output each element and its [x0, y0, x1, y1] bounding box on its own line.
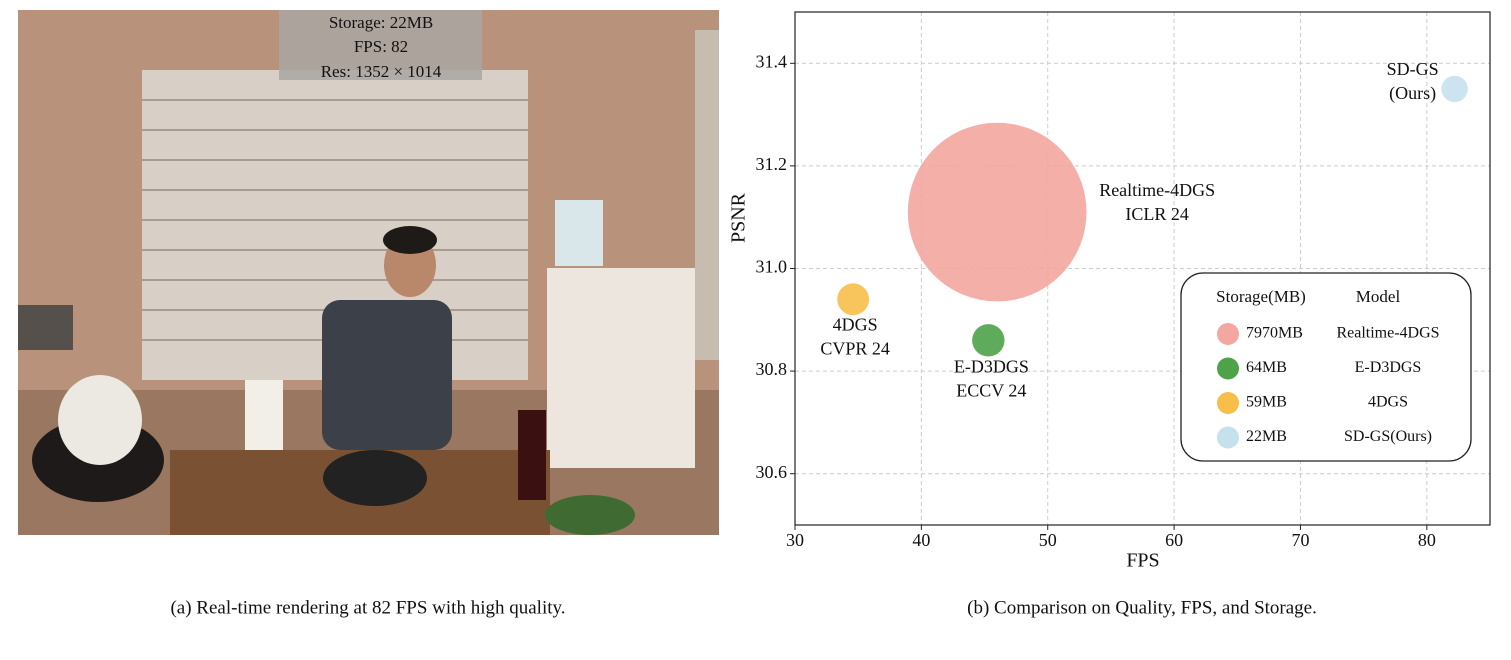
photo-right-blind	[695, 30, 719, 360]
legend-box	[1180, 272, 1472, 462]
legend-entry: SD-GS(Ours)	[1344, 428, 1432, 445]
legend-size: 22MB	[1246, 428, 1287, 445]
overlay-box	[279, 10, 482, 80]
x-axis-label: FPS	[1126, 550, 1159, 572]
photo-paper-towel	[245, 380, 283, 450]
y-tick-label: 31.2	[756, 154, 788, 174]
x-tick-label: 50	[1039, 530, 1057, 550]
annotation: (Ours)	[1389, 83, 1436, 104]
x-tick-label: 60	[1165, 530, 1183, 550]
caption: (a) Real-time rendering at 82 FPS with h…	[170, 597, 565, 618]
bubble	[1441, 75, 1468, 103]
photo-pan	[323, 450, 427, 506]
legend-entry: E-D3DGS	[1355, 359, 1422, 376]
caption: (b) Comparison on Quality, FPS, and Stor…	[967, 597, 1317, 618]
x-tick-label: 30	[786, 530, 804, 550]
annotation: E-D3DGS	[954, 356, 1029, 376]
photo: Storage: 22MB FPS: 82 Res: 1352 × 1014	[18, 10, 719, 535]
annotation: ICLR 24	[1125, 204, 1189, 224]
annotation: Realtime-4DGS	[1099, 180, 1215, 200]
legend-marker	[1217, 323, 1239, 345]
bubble	[972, 324, 1005, 357]
x-tick-label: 40	[912, 530, 930, 550]
legend-entry: Realtime-4DGS	[1336, 325, 1439, 342]
overlay-text: Storage: 22MB	[329, 13, 433, 32]
photo-greens	[545, 495, 635, 535]
legend-header: Storage(MB)	[1216, 287, 1306, 306]
photo-toaster	[18, 305, 73, 350]
photo-bottle	[518, 410, 546, 500]
legend-size: 64MB	[1246, 359, 1287, 376]
y-tick-label: 31.4	[756, 51, 788, 71]
annotation: 4DGS	[833, 314, 878, 334]
legend-marker	[1217, 426, 1239, 449]
bubble	[837, 283, 870, 316]
y-tick-label: 31.0	[756, 257, 788, 277]
legend-size: 59MB	[1246, 394, 1287, 411]
legend-marker	[1217, 392, 1239, 414]
x-tick-label: 80	[1418, 530, 1436, 550]
annotation: CVPR 24	[820, 338, 890, 358]
legend-marker	[1217, 357, 1239, 380]
legend-header: Model	[1356, 287, 1401, 306]
legend-entry: 4DGS	[1368, 394, 1408, 411]
legend-size: 7970MB	[1246, 325, 1303, 342]
overlay-text: FPS: 82	[354, 37, 408, 56]
x-tick-label: 70	[1291, 530, 1309, 550]
y-axis-label: PSNR	[728, 192, 750, 243]
overlay-text: Res: 1352 × 1014	[321, 62, 442, 81]
bubble	[907, 122, 1087, 302]
plot-frame	[794, 11, 1491, 526]
annotation: SD-GS	[1387, 59, 1439, 79]
photo-dog	[58, 375, 142, 465]
photo-picture	[555, 200, 603, 266]
y-tick-label: 30.6	[756, 462, 788, 482]
photo-shelf	[547, 268, 695, 468]
photo-person-hair	[383, 226, 437, 254]
photo-person-body	[322, 300, 452, 450]
annotation: ECCV 24	[956, 380, 1026, 400]
y-tick-label: 30.8	[756, 359, 788, 379]
